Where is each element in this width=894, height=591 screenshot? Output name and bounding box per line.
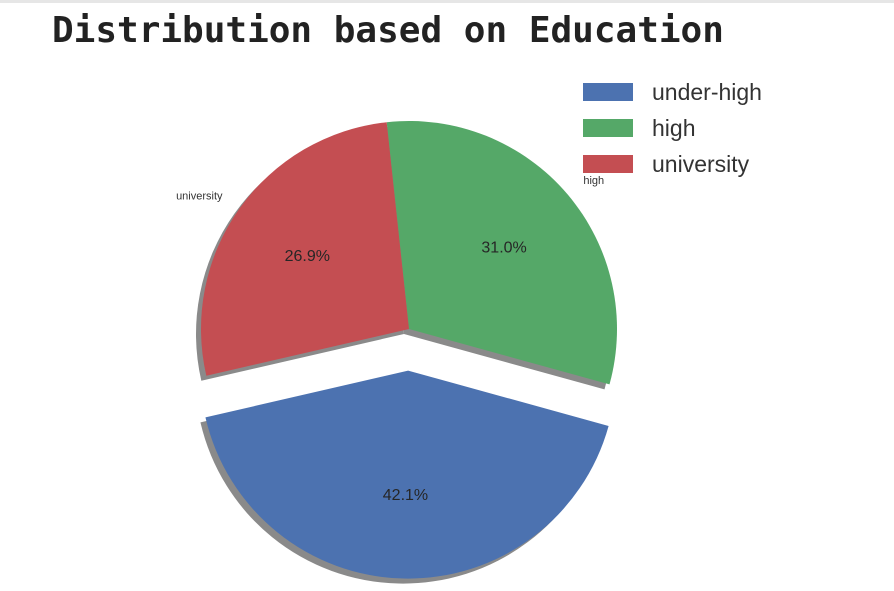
legend-label-university: university: [652, 150, 750, 177]
legend-item-under-high: under-high: [583, 74, 762, 110]
percent-label-under-high: 42.1%: [383, 487, 428, 504]
legend-label-under-high: under-high: [652, 78, 762, 105]
chart-title: Distribution based on Education: [52, 10, 724, 51]
pie-slice-high: [386, 121, 617, 385]
category-label-high: high: [583, 175, 604, 187]
legend-item-high: high: [583, 110, 762, 146]
pie-slices: [201, 121, 617, 579]
legend-swatch-under-high: [583, 83, 633, 101]
pie-slice-university: [201, 122, 409, 376]
top-border: [0, 0, 894, 3]
pie-slice-under-high: [205, 370, 609, 579]
category-label-university: university: [176, 190, 223, 202]
percent-label-high: 31.0%: [481, 240, 526, 257]
legend-swatch-high: [583, 119, 633, 137]
legend-label-high: high: [652, 114, 696, 141]
legend-swatch-university: [583, 155, 633, 173]
percent-label-university: 26.9%: [285, 248, 330, 265]
legend-item-university: university: [583, 146, 762, 182]
legend: under-high high university: [583, 74, 762, 182]
